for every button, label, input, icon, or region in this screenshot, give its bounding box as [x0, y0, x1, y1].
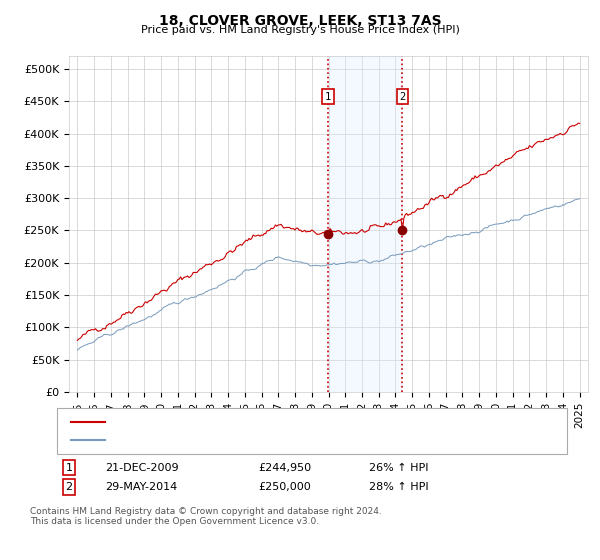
- Text: 1: 1: [65, 463, 73, 473]
- Text: 28% ↑ HPI: 28% ↑ HPI: [369, 482, 428, 492]
- Text: Contains HM Land Registry data © Crown copyright and database right 2024.
This d: Contains HM Land Registry data © Crown c…: [30, 507, 382, 526]
- Text: HPI: Average price, detached house, Staffordshire Moorlands: HPI: Average price, detached house, Staf…: [111, 435, 429, 445]
- Bar: [328, 56, 403, 392]
- Text: 18, CLOVER GROVE, LEEK, ST13 7AS (detached house): 18, CLOVER GROVE, LEEK, ST13 7AS (detach…: [111, 417, 396, 427]
- Text: 26% ↑ HPI: 26% ↑ HPI: [369, 463, 428, 473]
- Text: 2: 2: [65, 482, 73, 492]
- Text: 2: 2: [399, 92, 406, 102]
- Text: 1: 1: [325, 92, 331, 102]
- Text: 18, CLOVER GROVE, LEEK, ST13 7AS: 18, CLOVER GROVE, LEEK, ST13 7AS: [158, 14, 442, 28]
- Text: £244,950: £244,950: [258, 463, 311, 473]
- Text: 29-MAY-2014: 29-MAY-2014: [105, 482, 177, 492]
- Text: 21-DEC-2009: 21-DEC-2009: [105, 463, 179, 473]
- Text: £250,000: £250,000: [258, 482, 311, 492]
- Text: Price paid vs. HM Land Registry's House Price Index (HPI): Price paid vs. HM Land Registry's House …: [140, 25, 460, 35]
